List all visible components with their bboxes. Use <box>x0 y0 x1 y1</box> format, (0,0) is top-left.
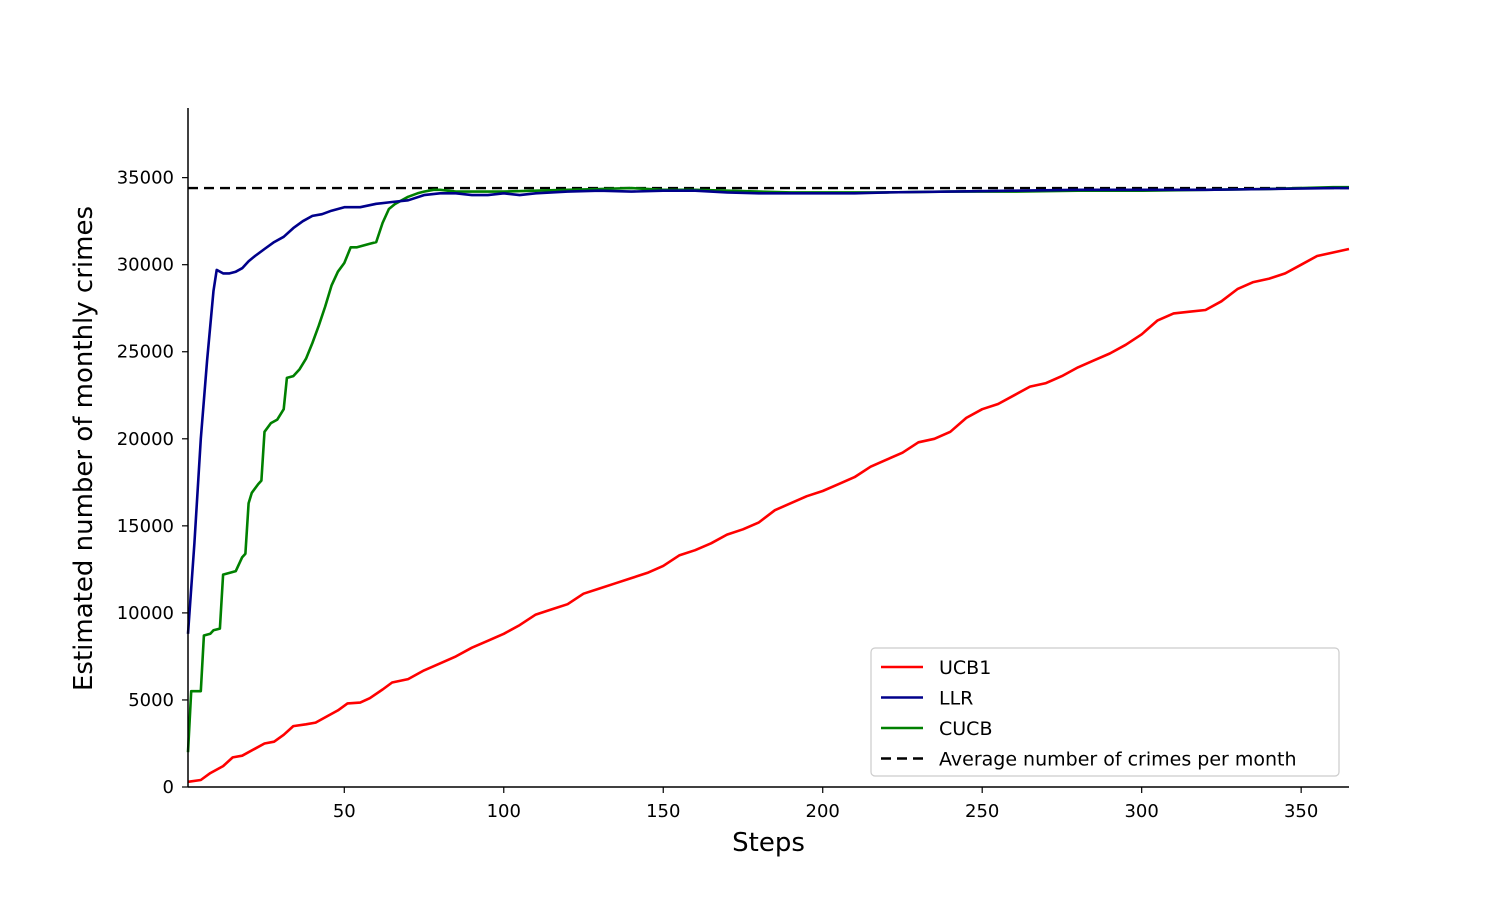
x-tick-label: 250 <box>965 801 999 822</box>
series-line-llr <box>186 186 1349 634</box>
legend-label: UCB1 <box>939 657 991 679</box>
y-tick-label: 5000 <box>128 690 174 711</box>
legend: UCB1 LLR CUCB Average number of crimes per … <box>870 647 1340 777</box>
series-lines <box>186 185 1350 784</box>
x-tick-label: 150 <box>646 801 680 822</box>
y-tick-label: 10000 <box>117 603 174 624</box>
y-axis-title: Estimated number of monthly crimes <box>69 206 99 691</box>
y-ticks: 0 5000 10000 15000 20000 25000 30000 35000 <box>117 168 188 798</box>
y-tick-label: 25000 <box>117 342 174 363</box>
x-tick-label: 200 <box>806 801 840 822</box>
x-tick-label: 350 <box>1284 801 1318 822</box>
y-tick-label: 15000 <box>117 516 174 537</box>
series-line-ucb1 <box>187 247 1350 784</box>
y-tick-label: 0 <box>163 777 174 798</box>
x-ticks: 50 100 150 200 250 300 350 <box>333 787 1318 822</box>
y-tick-label: 20000 <box>117 429 174 450</box>
legend-box <box>870 647 1340 777</box>
series-line-cucb <box>186 185 1349 753</box>
legend-label: LLR <box>939 688 973 710</box>
x-tick-label: 300 <box>1124 801 1158 822</box>
legend-label: CUCB <box>939 718 992 740</box>
x-tick-label: 50 <box>333 801 356 822</box>
x-axis-title: Steps <box>732 828 805 858</box>
y-tick-label: 35000 <box>117 168 174 189</box>
y-tick-label: 30000 <box>117 255 174 276</box>
axes <box>187 108 1349 788</box>
x-tick-label: 100 <box>487 801 521 822</box>
legend-label: Average number of crimes per month <box>939 749 1297 771</box>
